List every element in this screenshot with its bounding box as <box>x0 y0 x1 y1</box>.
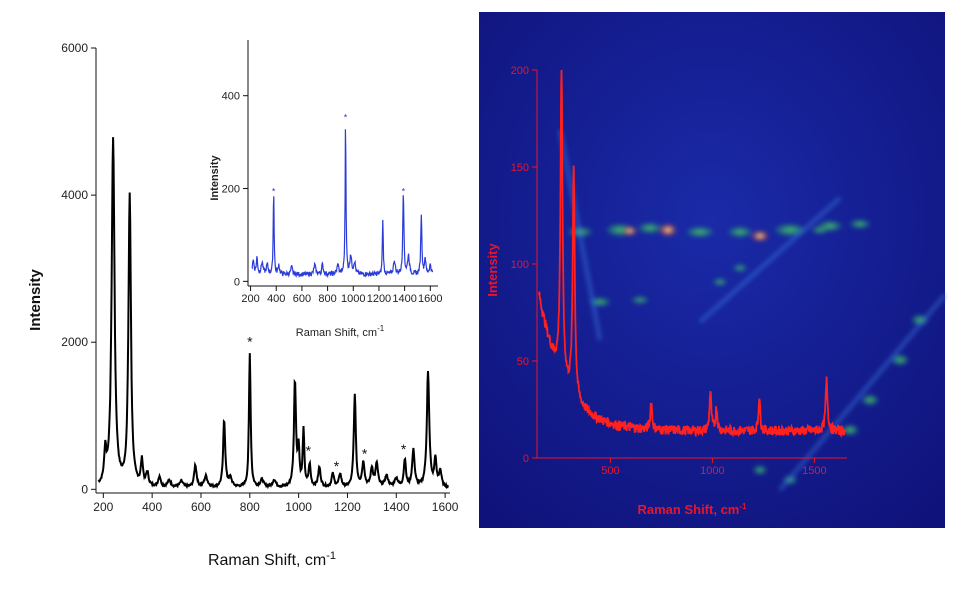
main-spectrum-ticks: 200 400 600 800 1000 1200 1400 1600020004000600… <box>61 41 458 514</box>
inset-x-tick-label: 200 <box>241 293 259 305</box>
overlay-x-axis-label-text: Raman Shift, cm <box>638 502 740 517</box>
main-y-tick-label: 2000 <box>61 335 88 349</box>
overlay-y-tick-label: 200 <box>511 65 529 77</box>
main-x-tick-label: 1600 <box>432 500 459 514</box>
main-y-tick-label: 6000 <box>61 41 88 55</box>
main-x-tick-label: 1400 <box>383 500 410 514</box>
overlay-y-tick-label: 50 <box>517 356 529 368</box>
overlay-streak <box>558 129 602 341</box>
overlay-x-tick-label: 1500 <box>802 465 826 477</box>
inset-star-marker: * <box>272 187 276 197</box>
overlay-y-tick-label: 150 <box>511 162 529 174</box>
overlay-y-tick-label: 0 <box>523 453 529 465</box>
main-x-axis-label: Raman Shift, cm-1 <box>208 550 336 569</box>
inset-y-axis-label: Intensity <box>209 155 221 201</box>
main-y-tick-label: 4000 <box>61 188 88 202</box>
overlay-spectrum-ticks: 500 1000 1500 0 50 100 150 200 <box>511 65 827 477</box>
main-spectrum-stars: * * * * * <box>247 334 407 474</box>
overlay-streak <box>698 196 842 324</box>
inset-y-tick-label: 0 <box>234 276 240 288</box>
overlay-glow-spot <box>726 226 754 238</box>
inset-spectrum-axes <box>247 40 438 287</box>
overlay-background <box>479 12 945 528</box>
overlay-glow-spot <box>732 264 748 272</box>
overlay-hot-spot <box>750 230 770 242</box>
inset-x-tick-label: 400 <box>267 293 285 305</box>
inset-x-tick-label: 800 <box>318 293 336 305</box>
overlay-x-tick-label: 500 <box>601 465 619 477</box>
inset-spectrum-stars: * * * <box>272 112 406 196</box>
overlay-glow-spot <box>630 296 650 304</box>
overlay-glow-spot <box>712 278 728 286</box>
main-star-marker: * <box>247 334 253 350</box>
overlay-y-axis-label: Intensity <box>485 243 500 297</box>
overlay-glow-spot <box>752 465 768 475</box>
main-x-tick-label: 1000 <box>285 500 312 514</box>
overlay-glow-spot <box>684 226 716 238</box>
overlay-hot-spot <box>622 226 638 236</box>
overlay-hot-spot <box>658 223 678 237</box>
overlay-spectrum-chart: 500 1000 1500 0 50 100 150 200 Intensity Raman … <box>479 12 947 528</box>
inset-x-axis-label-sup: -1 <box>377 324 385 333</box>
overlay-y-tick-label: 100 <box>511 259 529 271</box>
overlay-x-tick-label: 1000 <box>700 465 724 477</box>
inset-x-tick-label: 1000 <box>341 293 365 305</box>
main-spectrum-line <box>97 137 449 490</box>
overlay-spectrum-line <box>538 69 847 439</box>
overlay-glow-spot <box>636 222 664 234</box>
main-star-marker: * <box>362 446 368 462</box>
overlay-glow-spot <box>860 394 880 406</box>
main-star-marker: * <box>306 443 312 459</box>
main-spectrum-axes <box>95 48 450 494</box>
main-x-tick-label: 400 <box>142 500 162 514</box>
main-spectrum-chart: 200 400 600 800 1000 1200 1400 1600020004000600… <box>27 41 459 569</box>
inset-star-marker: * <box>402 187 406 197</box>
inset-x-axis-label: Raman Shift, cm-1 <box>296 324 385 339</box>
main-y-axis-label: Intensity <box>27 269 44 331</box>
main-x-tick-label: 1200 <box>334 500 361 514</box>
inset-x-tick-label: 1600 <box>418 293 442 305</box>
main-x-axis-label-text: Raman Shift, cm <box>208 552 326 569</box>
inset-spectrum-line <box>251 129 434 279</box>
overlay-x-axis-label: Raman Shift, cm-1 <box>638 502 748 517</box>
inset-y-tick-label: 200 <box>222 184 240 196</box>
inset-y-tick-label: 400 <box>222 91 240 103</box>
main-x-tick-label: 600 <box>191 500 211 514</box>
main-star-marker: * <box>401 441 407 457</box>
main-star-marker: * <box>334 458 340 474</box>
main-x-axis-label-sup: -1 <box>326 550 336 562</box>
main-x-tick-label: 800 <box>240 500 260 514</box>
main-x-tick-label: 200 <box>93 500 113 514</box>
inset-star-marker: * <box>344 112 348 122</box>
overlay-glow-spot <box>810 226 830 234</box>
inset-x-tick-label: 1200 <box>367 293 391 305</box>
inset-x-axis-label-text: Raman Shift, cm <box>296 327 377 339</box>
inset-x-tick-label: 600 <box>293 293 311 305</box>
overlay-x-axis-label-sup: -1 <box>739 502 747 511</box>
overlay-glow-spot <box>848 219 872 229</box>
main-y-tick-label: 0 <box>81 482 88 496</box>
inset-x-tick-label: 1400 <box>392 293 416 305</box>
